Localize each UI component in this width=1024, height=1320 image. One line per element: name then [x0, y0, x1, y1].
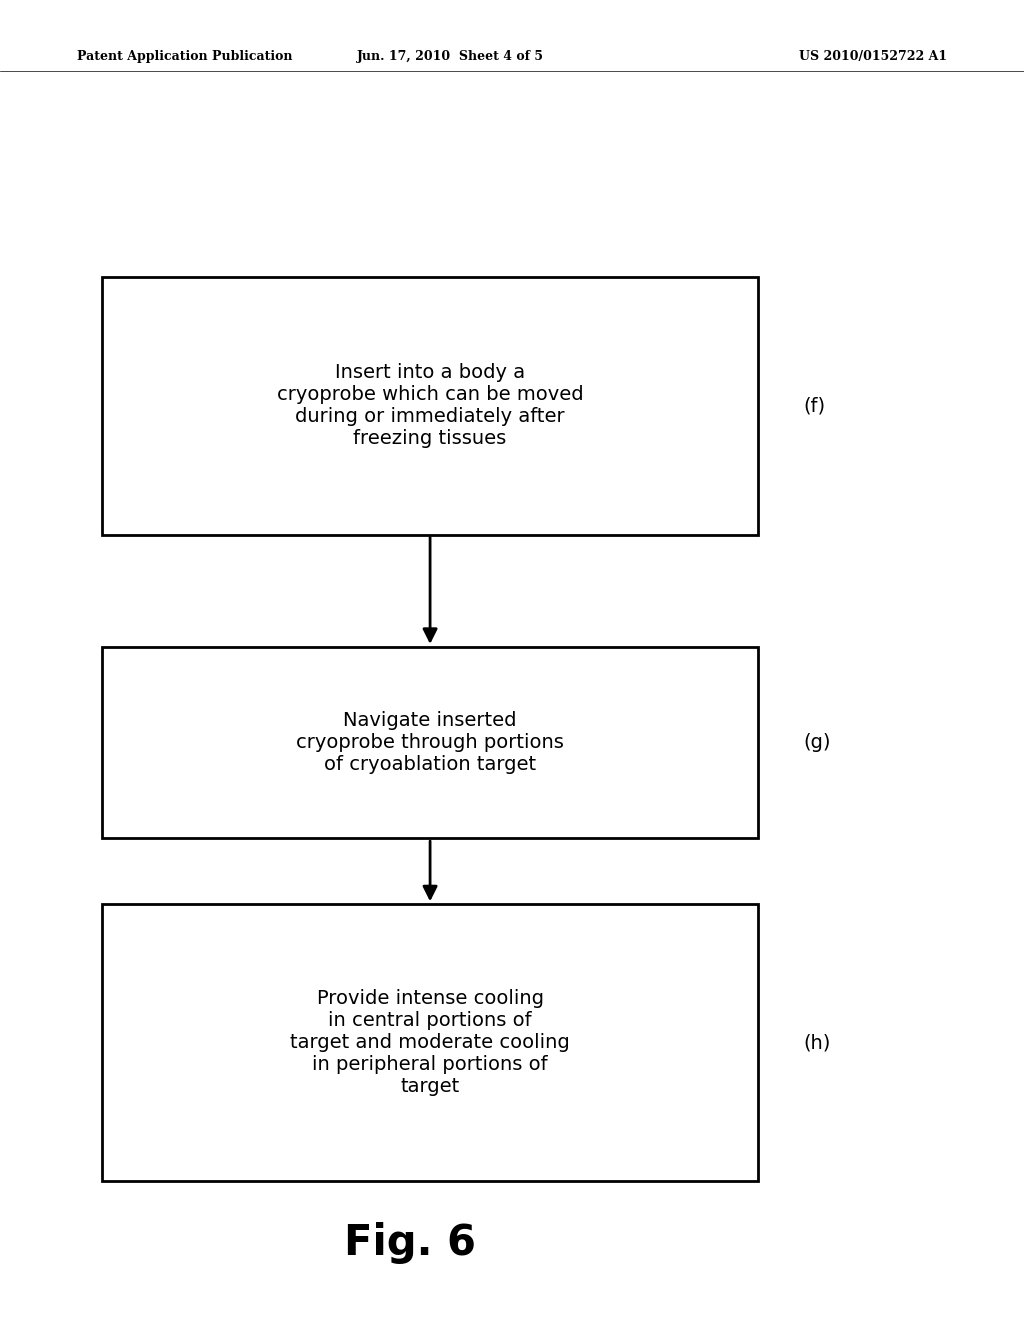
Text: Provide intense cooling
in central portions of
target and moderate cooling
in pe: Provide intense cooling in central porti… — [290, 989, 570, 1097]
Text: Jun. 17, 2010  Sheet 4 of 5: Jun. 17, 2010 Sheet 4 of 5 — [357, 50, 544, 63]
Text: Insert into a body a
cryoprobe which can be moved
during or immediately after
fr: Insert into a body a cryoprobe which can… — [276, 363, 584, 449]
Text: Patent Application Publication: Patent Application Publication — [77, 50, 292, 63]
Bar — [102, 277, 758, 535]
Text: US 2010/0152722 A1: US 2010/0152722 A1 — [799, 50, 947, 63]
Text: (f): (f) — [804, 396, 826, 416]
Text: (g): (g) — [804, 733, 831, 752]
Bar — [102, 904, 758, 1181]
Text: (h): (h) — [804, 1034, 831, 1052]
Bar — [102, 647, 758, 838]
Text: Fig. 6: Fig. 6 — [344, 1222, 475, 1265]
Text: Navigate inserted
cryoprobe through portions
of cryoablation target: Navigate inserted cryoprobe through port… — [296, 711, 564, 774]
